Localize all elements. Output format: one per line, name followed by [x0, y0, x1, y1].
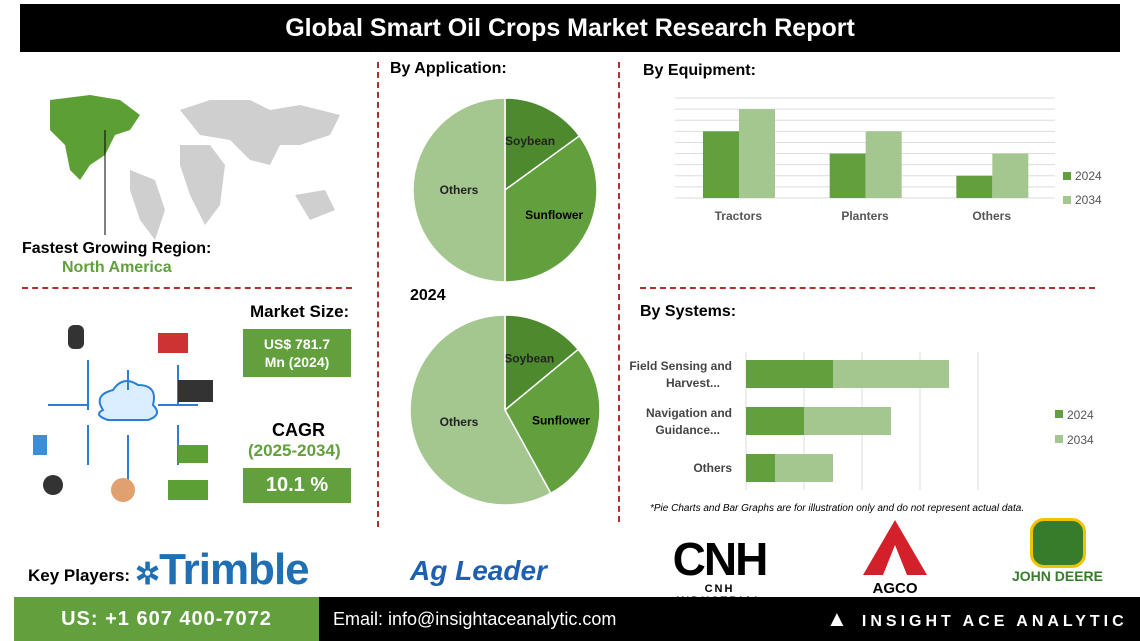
cagr-period: (2025-2034) [248, 441, 341, 460]
john-deere-logo: JOHN DEERE [1000, 518, 1115, 584]
y-tick-label: Field Sensing and [629, 359, 732, 373]
bar [804, 407, 891, 435]
email[interactable]: Email: info@insightaceanalytic.com [333, 609, 617, 629]
pie-label: Soybean [504, 351, 554, 365]
pie-label: Soybean [505, 134, 555, 148]
bar [739, 109, 775, 198]
disclaimer: *Pie Charts and Bar Graphs are for illus… [650, 503, 1025, 514]
cagr-label: CAGR [272, 420, 325, 440]
legend-swatch [1063, 196, 1071, 204]
y-tick-label: Guidance... [655, 423, 720, 437]
iot-illustration [33, 325, 213, 502]
bar [956, 175, 993, 198]
region-value: North America [62, 259, 172, 276]
page-title: Global Smart Oil Crops Market Research R… [20, 4, 1120, 52]
bar [746, 407, 804, 435]
application-pies: Soybean Sunflower Others 2024 Soybean Sunflow… [409, 97, 601, 506]
legend-swatch [1055, 410, 1063, 418]
y-tick-label: Others [693, 461, 732, 475]
pie-slice [412, 97, 506, 283]
market-size-value: US$ 781.7 Mn (2024) [243, 329, 351, 377]
pie-slice [504, 348, 601, 495]
agco-logo: AGCO [860, 520, 930, 597]
pie-label: Sunflower [532, 414, 590, 428]
pie-slice [504, 314, 580, 412]
pie-slice [504, 97, 581, 192]
market-size-label: Market Size: [250, 302, 350, 321]
equipment-chart: Tractors Planters Others 2024 2034 [675, 97, 1102, 223]
systems-heading: By Systems: [640, 303, 737, 320]
pie-slice [409, 314, 552, 506]
divider [377, 62, 379, 527]
divider [618, 62, 620, 522]
trimble-logo: ✲Trimble [135, 545, 310, 594]
systems-chart: Field Sensing and Harvest... Navigation an… [629, 352, 1094, 490]
legend-label: 2024 [1075, 169, 1102, 183]
equipment-heading: By Equipment: [643, 62, 756, 79]
x-tick-label: Planters [841, 209, 889, 223]
pie-label: Sunflower [525, 208, 583, 222]
legend-label: 2034 [1067, 433, 1094, 447]
divider [22, 287, 352, 289]
phone[interactable]: US: +1 607 400-7072 [14, 597, 319, 641]
bar [746, 360, 833, 388]
world-map [50, 95, 340, 240]
pie-year-label: 2024 [410, 287, 446, 304]
bar [829, 153, 866, 198]
x-tick-label: Tractors [715, 209, 763, 223]
bar [833, 360, 949, 388]
region-label: Fastest Growing Region: [22, 240, 212, 257]
legend-label: 2024 [1067, 408, 1094, 422]
x-tick-label: Others [972, 209, 1011, 223]
bar [865, 131, 902, 198]
legend-label: 2034 [1075, 193, 1102, 207]
application-heading: By Application: [390, 60, 507, 77]
bar [775, 454, 833, 482]
pie-label: Others [440, 183, 479, 197]
legend-swatch [1055, 435, 1063, 443]
pie-label: Others [440, 415, 479, 429]
pie-slice [504, 134, 598, 283]
divider [640, 287, 1095, 289]
bar [992, 153, 1029, 198]
bar [746, 454, 775, 482]
bar [703, 131, 739, 198]
brand-logo: ▲ INSIGHT ACE ANALYTIC [826, 606, 1128, 631]
legend-swatch [1063, 172, 1071, 180]
y-tick-label: Harvest... [666, 376, 720, 390]
ag-leader-logo: Ag Leader [410, 555, 547, 586]
y-tick-label: Navigation and [646, 406, 732, 420]
key-players-label: Key Players: [28, 566, 131, 585]
cagr-value: 10.1 % [243, 468, 351, 503]
